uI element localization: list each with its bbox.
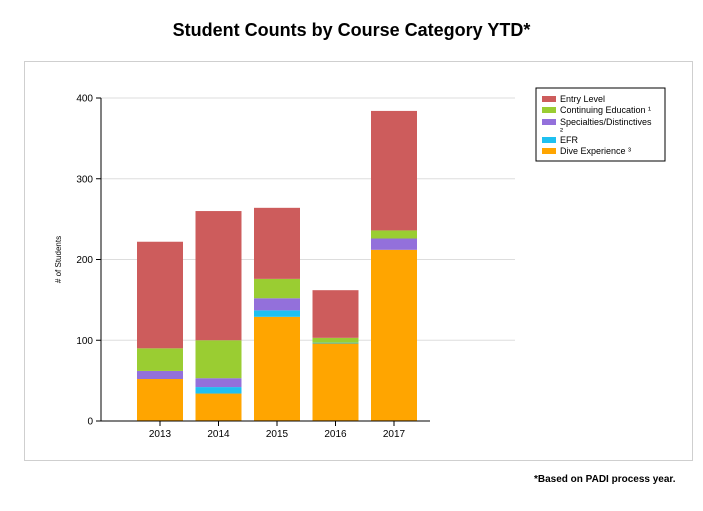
y-axis-label: # of Students — [54, 236, 63, 283]
bar-segment — [195, 393, 242, 421]
bar-segment — [195, 378, 242, 388]
y-tick-label: 400 — [76, 94, 93, 105]
x-tick-label: 2017 — [383, 429, 406, 440]
x-tick-label: 2016 — [324, 429, 347, 440]
bar-segment — [254, 298, 300, 311]
bar-segment — [371, 249, 417, 421]
bar-segment — [312, 290, 359, 338]
bar-segment — [137, 241, 183, 349]
bar-segment — [371, 110, 417, 231]
bar-segment — [137, 379, 183, 421]
bar-segment — [254, 207, 300, 279]
legend-swatch — [542, 96, 556, 102]
legend-swatch — [542, 119, 556, 125]
footnote: *Based on PADI process year. — [534, 474, 676, 485]
y-tick-label: 100 — [76, 336, 93, 347]
bars — [137, 110, 417, 421]
legend-box — [535, 87, 666, 162]
chart-title: Student Counts by Course Category YTD* — [172, 20, 531, 40]
legend-swatch — [542, 148, 556, 154]
legend-label: Specialties/Distinctives ² — [560, 117, 652, 136]
y-tick-label: 300 — [76, 174, 93, 185]
bar-segment — [195, 211, 242, 341]
bar-segment — [137, 370, 183, 380]
legend-label: EFR — [560, 135, 579, 145]
x-tick-label: 2014 — [207, 429, 230, 440]
y-tick-label: 0 — [87, 417, 93, 428]
bar-segment — [254, 316, 300, 421]
bar-segment — [371, 238, 417, 250]
chart-panel: 0 100 200 300 400 # of Students 2013 2014 2015 20… — [24, 61, 693, 461]
legend-label: Dive Experience ³ — [560, 146, 631, 156]
x-tick-label: 2015 — [266, 429, 289, 440]
bar-segment — [195, 387, 242, 394]
bar-segment — [312, 337, 359, 343]
axes: 0 100 200 300 400 # of Students 2013 2014 2015 20… — [54, 94, 430, 440]
bar-segment — [371, 230, 417, 239]
bar-segment — [312, 342, 359, 344]
x-tick-label: 2013 — [149, 429, 172, 440]
legend-label: Entry Level — [560, 94, 605, 104]
y-tick-label: 200 — [76, 255, 93, 266]
bar-chart: 0 100 200 300 400 # of Students 2013 2014 2015 20… — [54, 87, 666, 440]
bar-segment — [254, 310, 300, 317]
bar-segment — [195, 340, 242, 379]
bar-segment — [254, 278, 300, 299]
legend-label: Continuing Education ¹ — [560, 105, 651, 115]
legend-swatch — [542, 137, 556, 143]
bar-segment — [312, 343, 359, 421]
bar-segment — [137, 348, 183, 371]
legend-swatch — [542, 107, 556, 113]
